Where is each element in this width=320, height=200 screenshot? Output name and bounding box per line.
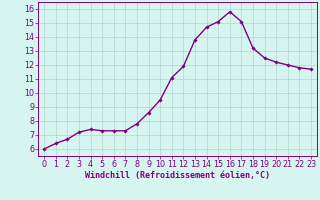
X-axis label: Windchill (Refroidissement éolien,°C): Windchill (Refroidissement éolien,°C) bbox=[85, 171, 270, 180]
